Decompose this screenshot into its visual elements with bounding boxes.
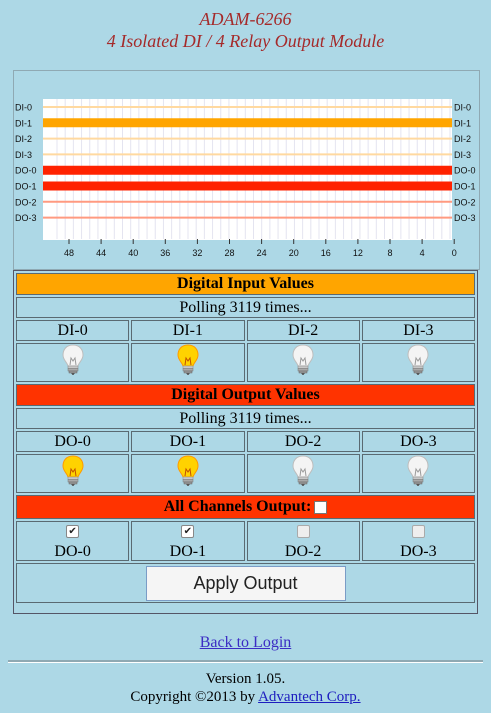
do-label: DO-2 bbox=[246, 431, 360, 452]
io-panel: Digital Input Values Polling 3119 times.… bbox=[13, 270, 478, 614]
do-bulb-cell bbox=[361, 454, 475, 493]
all-channels-label: All Channels Output: bbox=[163, 498, 312, 515]
channel-label-left: DO-0 bbox=[15, 166, 37, 176]
di-label: DI-0 bbox=[16, 320, 130, 341]
channel-label-left: DI-0 bbox=[15, 103, 32, 113]
do-label: DO-3 bbox=[361, 431, 475, 452]
company-link[interactable]: Advantech Corp. bbox=[258, 689, 361, 705]
lightbulb-icon bbox=[177, 455, 199, 491]
copyright-text: Copyright ©2013 by Advantech Corp. bbox=[0, 688, 491, 706]
do-bulb-cell bbox=[131, 454, 245, 493]
channel-label-right: DO-2 bbox=[454, 197, 476, 207]
do-1-checkbox[interactable]: ✔ bbox=[181, 525, 195, 539]
di-label: DI-3 bbox=[361, 320, 475, 341]
page-header: ADAM-6266 4 Isolated DI / 4 Relay Output… bbox=[0, 0, 491, 52]
x-tick-label: 0 bbox=[452, 248, 457, 258]
module-description: 4 Isolated DI / 4 Relay Output Module bbox=[106, 31, 385, 51]
x-tick-label: 36 bbox=[160, 248, 170, 258]
channel-label-right: DO-0 bbox=[454, 166, 476, 176]
lightbulb-icon bbox=[62, 455, 84, 491]
back-link-container: Back to Login bbox=[0, 634, 491, 652]
io-table: Digital Input Values Polling 3119 times.… bbox=[14, 271, 477, 605]
x-tick-label: 16 bbox=[321, 248, 331, 258]
do-3-checkbox[interactable] bbox=[411, 525, 425, 539]
apply-row: Apply Output bbox=[16, 563, 475, 603]
lightbulb-icon bbox=[407, 455, 429, 491]
channel-label-left: DO-1 bbox=[15, 182, 37, 192]
do-label: DO-1 bbox=[131, 431, 245, 452]
x-tick-label: 48 bbox=[64, 248, 74, 258]
channel-label-left: DO-3 bbox=[15, 213, 37, 223]
do-output-label: DO-3 bbox=[400, 542, 437, 560]
copyright-prefix: Copyright ©2013 by bbox=[130, 689, 259, 705]
channel-label-left: DI-1 bbox=[15, 118, 32, 128]
channel-label-right: DI-3 bbox=[454, 150, 471, 160]
footer: Version 1.05. Copyright ©2013 by Advante… bbox=[0, 670, 491, 706]
x-tick-label: 24 bbox=[257, 248, 267, 258]
io-timeline-chart: DI-0 DI-0 DI-1 DI-1 DI-2 DI-2 DI-3 DI-3 DO-0 DO-0… bbox=[13, 70, 480, 270]
do-0-checkbox[interactable]: ✔ bbox=[66, 525, 80, 539]
x-tick-label: 32 bbox=[192, 248, 202, 258]
channel-label-left: DO-2 bbox=[15, 197, 37, 207]
channel-label-right: DI-0 bbox=[454, 103, 471, 113]
lightbulb-icon bbox=[62, 344, 84, 380]
lightbulb-icon bbox=[292, 344, 314, 380]
do-output-cell[interactable]: DO-2 bbox=[246, 521, 360, 561]
lightbulb-icon bbox=[407, 344, 429, 380]
do-output-label: DO-1 bbox=[169, 542, 207, 560]
back-to-login-link[interactable]: Back to Login bbox=[199, 634, 292, 651]
di-bulb-cell bbox=[246, 343, 360, 382]
do-output-label: DO-0 bbox=[54, 542, 91, 560]
do-output-cell[interactable]: DO-3 bbox=[361, 521, 475, 561]
di-bulb-cell bbox=[131, 343, 245, 382]
channel-label-left: DI-3 bbox=[15, 150, 32, 160]
do-output-cell[interactable]: ✔ DO-0 bbox=[16, 521, 130, 561]
x-tick-label: 20 bbox=[289, 248, 299, 258]
all-channels-header: All Channels Output: bbox=[16, 495, 475, 519]
di-bulb-cell bbox=[16, 343, 130, 382]
do-output-cell[interactable]: ✔ DO-1 bbox=[131, 521, 245, 561]
channel-label-right: DO-3 bbox=[454, 213, 476, 223]
di-label: DI-1 bbox=[131, 320, 245, 341]
apply-output-button[interactable]: Apply Output bbox=[145, 565, 346, 601]
di-label: DI-2 bbox=[246, 320, 360, 341]
version-text: Version 1.05. bbox=[205, 671, 286, 687]
di-polling-status: Polling 3119 times... bbox=[16, 297, 475, 318]
lightbulb-icon bbox=[292, 455, 314, 491]
divider bbox=[8, 660, 483, 663]
model-name: ADAM-6266 bbox=[199, 9, 292, 29]
x-tick-label: 44 bbox=[96, 248, 106, 258]
channel-label-left: DI-2 bbox=[15, 134, 32, 144]
x-tick-label: 12 bbox=[353, 248, 363, 258]
do-polling-status: Polling 3119 times... bbox=[16, 408, 475, 429]
lightbulb-icon bbox=[177, 344, 199, 380]
do-label: DO-0 bbox=[16, 431, 130, 452]
do-2-checkbox[interactable] bbox=[296, 525, 310, 539]
do-bulb-cell bbox=[246, 454, 360, 493]
do-bulb-cell bbox=[16, 454, 130, 493]
all-channels-checkbox[interactable] bbox=[314, 500, 328, 514]
channel-label-right: DO-1 bbox=[454, 182, 476, 192]
x-tick-label: 4 bbox=[420, 248, 425, 258]
channel-label-right: DI-1 bbox=[454, 118, 471, 128]
timeline-svg: DI-0 DI-0 DI-1 DI-1 DI-2 DI-2 DI-3 DI-3 DO-0 DO-0… bbox=[15, 99, 476, 258]
x-tick-label: 8 bbox=[387, 248, 392, 258]
x-tick-label: 40 bbox=[128, 248, 138, 258]
di-bulb-cell bbox=[361, 343, 475, 382]
digital-input-header: Digital Input Values bbox=[16, 273, 475, 295]
x-tick-label: 28 bbox=[224, 248, 234, 258]
digital-output-header: Digital Output Values bbox=[16, 384, 475, 406]
channel-label-right: DI-2 bbox=[454, 134, 471, 144]
do-output-label: DO-2 bbox=[284, 542, 322, 560]
